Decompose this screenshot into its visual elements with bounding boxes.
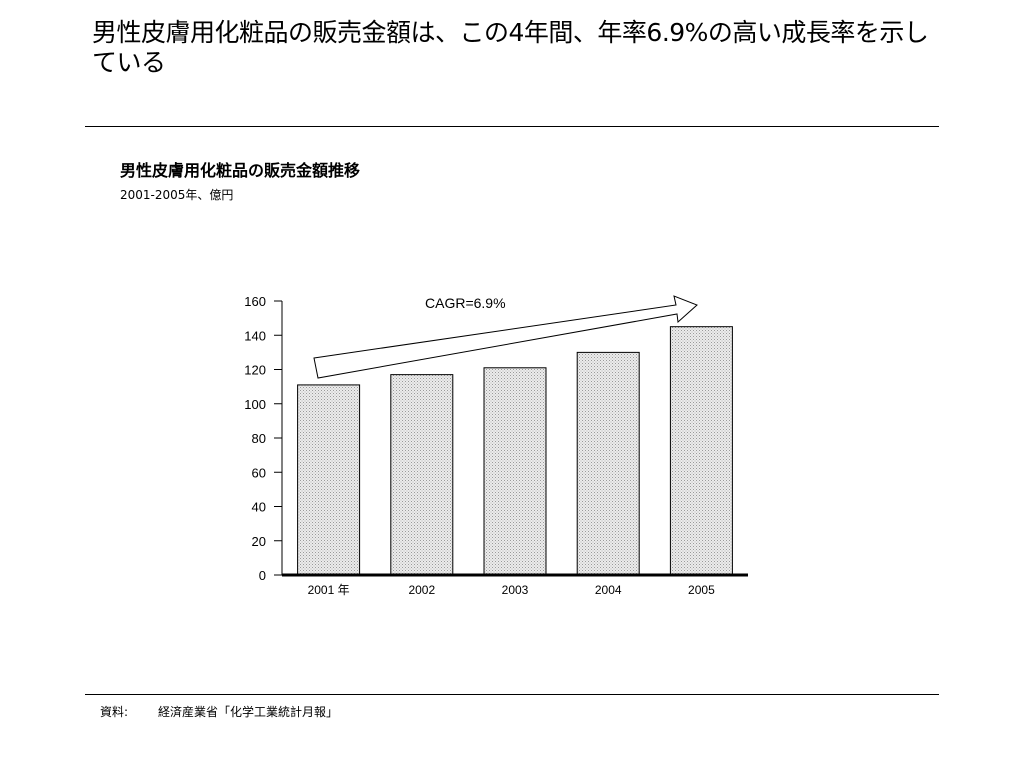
chart-subtitle: 2001-2005年、億円 (120, 188, 234, 202)
y-tick-label: 100 (244, 397, 266, 412)
y-tick-label: 60 (252, 465, 266, 480)
y-tick-label: 20 (252, 534, 266, 549)
chart-title: 男性皮膚用化粧品の販売金額推移 (120, 161, 361, 180)
cagr-arrow: CAGR=6.9% (313, 295, 698, 379)
top-divider (85, 126, 939, 127)
y-tick-label: 80 (252, 431, 266, 446)
x-tick-label: 2003 (502, 583, 529, 597)
source-label: 資料: (100, 705, 129, 719)
x-tick-label: 2001 年 (308, 583, 350, 597)
y-tick-label: 120 (244, 363, 266, 378)
y-tick-label: 0 (259, 568, 266, 583)
cagr-label: CAGR=6.9% (425, 295, 506, 311)
bars (297, 326, 733, 576)
y-tick-label: 40 (252, 500, 266, 515)
source-text: 経済産業省「化学工業統計月報」 (158, 705, 339, 719)
bottom-divider (85, 694, 939, 695)
y-tick-label: 140 (244, 328, 266, 343)
bar (576, 351, 640, 576)
y-axis: 0 20 40 60 80 100 120 140 160 (244, 294, 283, 583)
x-tick-label: 2004 (595, 583, 622, 597)
page-headline: 男性皮膚用化粧品の販売金額は、この4年間、年率6.9%の高い成長率を示している (92, 18, 929, 77)
x-tick-label: 2005 (688, 583, 715, 597)
x-axis: 2001 年 2002 2003 2004 2005 (282, 573, 748, 597)
bar (669, 326, 733, 576)
y-tick-label: 160 (244, 294, 266, 309)
bar (297, 384, 361, 576)
cagr-arrow-shape (313, 295, 698, 379)
bar (390, 374, 454, 576)
bar (483, 367, 547, 576)
x-tick-label: 2002 (408, 583, 435, 597)
